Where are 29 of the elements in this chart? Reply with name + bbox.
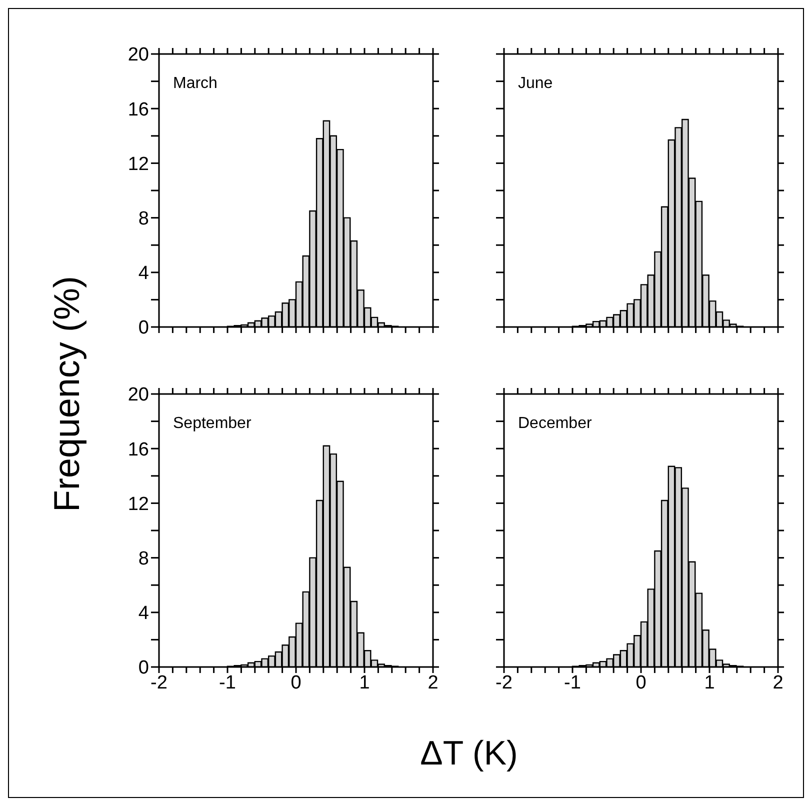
text: March — [173, 75, 218, 93]
text: December — [518, 415, 592, 433]
y-axis-title: Frequency (%) — [46, 276, 88, 512]
y-tick-label: 0 — [138, 658, 149, 679]
x-tick-label: 0 — [636, 672, 646, 694]
x-tick-label: 2 — [772, 672, 784, 694]
y-tick-label: 16 — [128, 439, 149, 460]
figure-frame: 0 4 8 12 16 20 March June -2 -1 0 1 2 0 4 8 12 16 20 September -2 -1 0 1 2 December Frequency (%) ΔT (K) — [8, 8, 804, 798]
y-tick-label: 16 — [128, 99, 149, 120]
x-tick-label: 1 — [704, 672, 715, 694]
x-tick-label: 2 — [428, 672, 438, 694]
x-tick-label: -1 — [564, 672, 581, 694]
y-tick-label: 12 — [128, 494, 149, 515]
y-tick-label: 12 — [128, 154, 149, 175]
x-tick-label: 0 — [290, 672, 302, 694]
y-tick-label: 0 — [138, 318, 149, 339]
x-tick-label: -1 — [219, 672, 236, 694]
y-tick-label: 20 — [128, 44, 149, 66]
x-tick-label: 1 — [359, 672, 370, 694]
y-tick-label: 4 — [138, 603, 150, 624]
y-tick-label: 20 — [128, 384, 149, 406]
x-tick-label: -2 — [150, 672, 168, 694]
x-axis-title: ΔT (K) — [420, 734, 518, 774]
y-tick-label: 8 — [138, 208, 149, 230]
x-tick-label: -2 — [496, 672, 512, 694]
text: September — [173, 415, 252, 433]
y-tick-label: 8 — [138, 548, 149, 570]
y-tick-label: 4 — [138, 263, 150, 284]
text: June — [518, 75, 553, 93]
